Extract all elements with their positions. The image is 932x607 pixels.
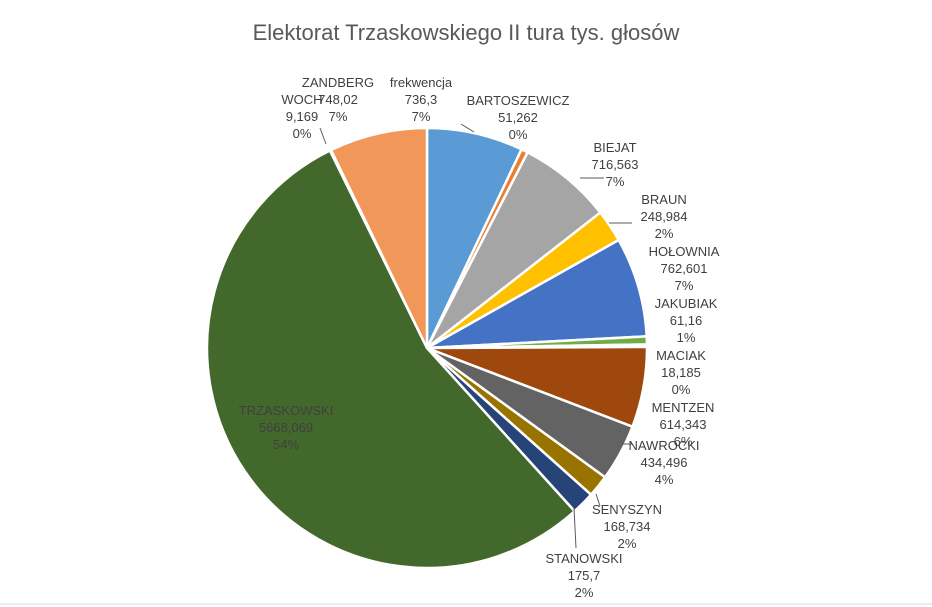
pie-slices [205, 126, 649, 570]
data-label-zandberg: ZANDBERG 748,02 7% [302, 75, 374, 124]
leader-lines [319, 123, 632, 549]
data-label-woch: WOCH 9,169 0% [281, 92, 322, 141]
leader-line-senyszyn [595, 493, 601, 507]
chart-title: Elektorat Trzaskowskiego II tura tys. gł… [253, 20, 680, 45]
data-label-bartoszewicz: BARTOSZEWICZ 51,262 0% [467, 93, 570, 142]
data-label-senyszyn: SENYSZYN 168,734 2% [592, 502, 662, 551]
data-label-frekwencja: frekwencja 736,3 7% [390, 75, 453, 124]
data-label-mentzen: MENTZEN 614,343 6% [652, 400, 715, 449]
data-label-braun: BRAUN 248,984 2% [641, 192, 688, 241]
data-label-trzaskowski: TRZASKOWSKI 5668,069 54% [239, 403, 334, 452]
data-label-nawrocki: NAWROCKI 434,496 4% [628, 438, 699, 487]
leader-line-woch [319, 127, 327, 145]
leader-line-bartoszewicz [460, 123, 475, 133]
pie-slice-trzaskowski [205, 148, 577, 570]
data-label-biejat: BIEJAT 716,563 7% [592, 140, 639, 189]
leader-line-stanowski [573, 507, 577, 549]
data-label-stanowski: STANOWSKI 175,7 2% [545, 551, 622, 600]
pie-slice-hołownia [426, 238, 649, 350]
data-label-maciak: MACIAK 18,185 0% [656, 348, 706, 397]
data-labels: frekwencja 736,3 7% BARTOSZEWICZ 51,262 0% BIE… [239, 75, 720, 600]
data-label-hołownia: HOŁOWNIA 762,601 7% [649, 244, 720, 293]
pie-slice-zandberg [329, 126, 429, 349]
data-label-jakubiak: JAKUBIAK 61,16 1% [655, 296, 718, 345]
